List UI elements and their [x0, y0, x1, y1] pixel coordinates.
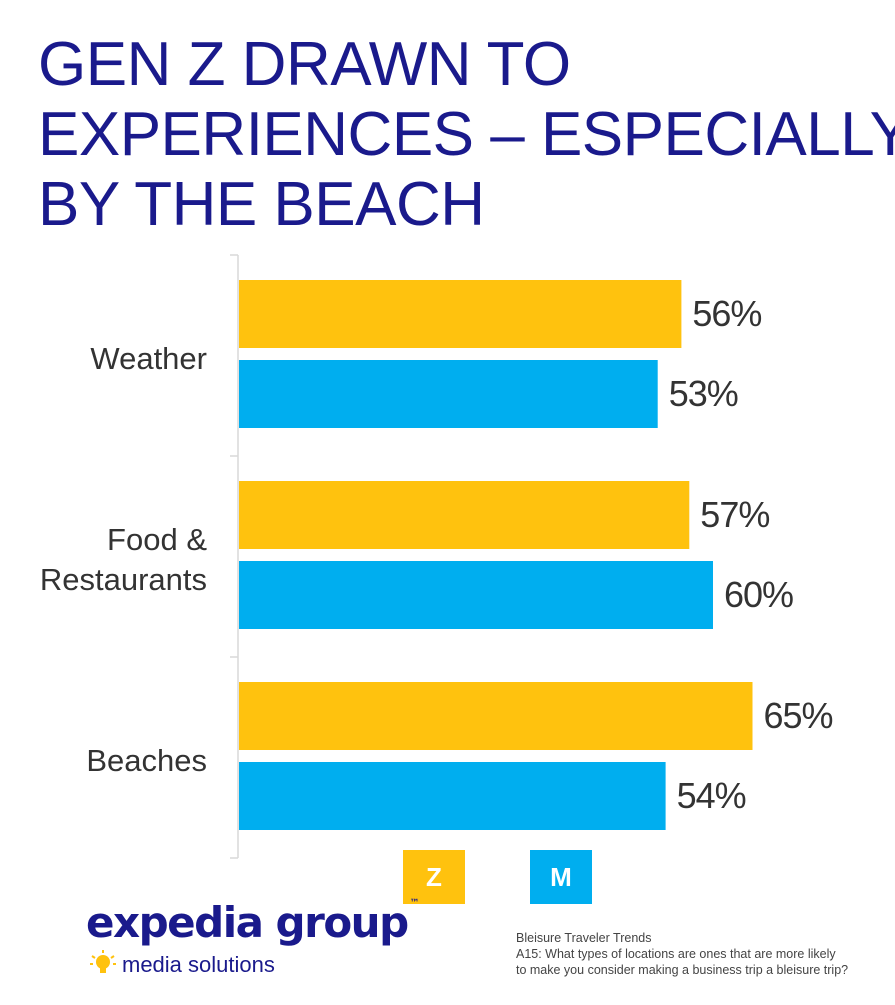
category-label: Weather	[90, 341, 207, 376]
category-label: Beaches	[86, 743, 207, 778]
category-label: Restaurants	[40, 562, 207, 597]
logo-subtitle: media solutions	[122, 952, 275, 977]
bar-m-1	[239, 561, 713, 629]
data-label: 60%	[724, 574, 793, 615]
lightbulb-icon	[90, 950, 116, 973]
bar-z-0	[239, 280, 682, 348]
title-line-3: BY THE BEACH	[38, 170, 485, 239]
data-label: 56%	[692, 293, 761, 334]
bar-z-1	[239, 481, 690, 549]
title-line-1: GEN Z DRAWN TO	[38, 30, 571, 99]
bar-chart: Weather 56% 53% Food & Restaurants 57% 60% Beac…	[40, 254, 834, 859]
data-label: 57%	[700, 494, 769, 535]
bar-m-2	[239, 762, 666, 830]
legend-z: Z	[403, 850, 465, 904]
title-line-2: EXPERIENCES – ESPECIALLY	[38, 100, 895, 169]
source-note: Bleisure Traveler Trends A15: What types…	[516, 930, 895, 978]
data-label: 65%	[764, 695, 833, 736]
legend-m-label: M	[550, 861, 572, 892]
page-title: GEN Z DRAWN TO EXPERIENCES – ESPECIALLY …	[38, 30, 895, 240]
legend-z-label: Z	[426, 861, 442, 892]
data-label: 54%	[677, 775, 746, 816]
bar-m-0	[239, 360, 658, 428]
bar-z-2	[239, 682, 753, 750]
data-label: 53%	[669, 373, 738, 414]
logo: expedia group ™	[86, 898, 420, 947]
logo-tm: ™	[409, 898, 420, 909]
category-label: Food &	[107, 522, 207, 557]
legend-m: M	[530, 850, 592, 904]
source-line-3: to make you consider making a business t…	[516, 963, 849, 977]
source-line-2: A15: What types of locations are ones th…	[516, 947, 836, 961]
source-line-1: Bleisure Traveler Trends	[516, 931, 652, 945]
logo-name: expedia group	[86, 898, 409, 947]
